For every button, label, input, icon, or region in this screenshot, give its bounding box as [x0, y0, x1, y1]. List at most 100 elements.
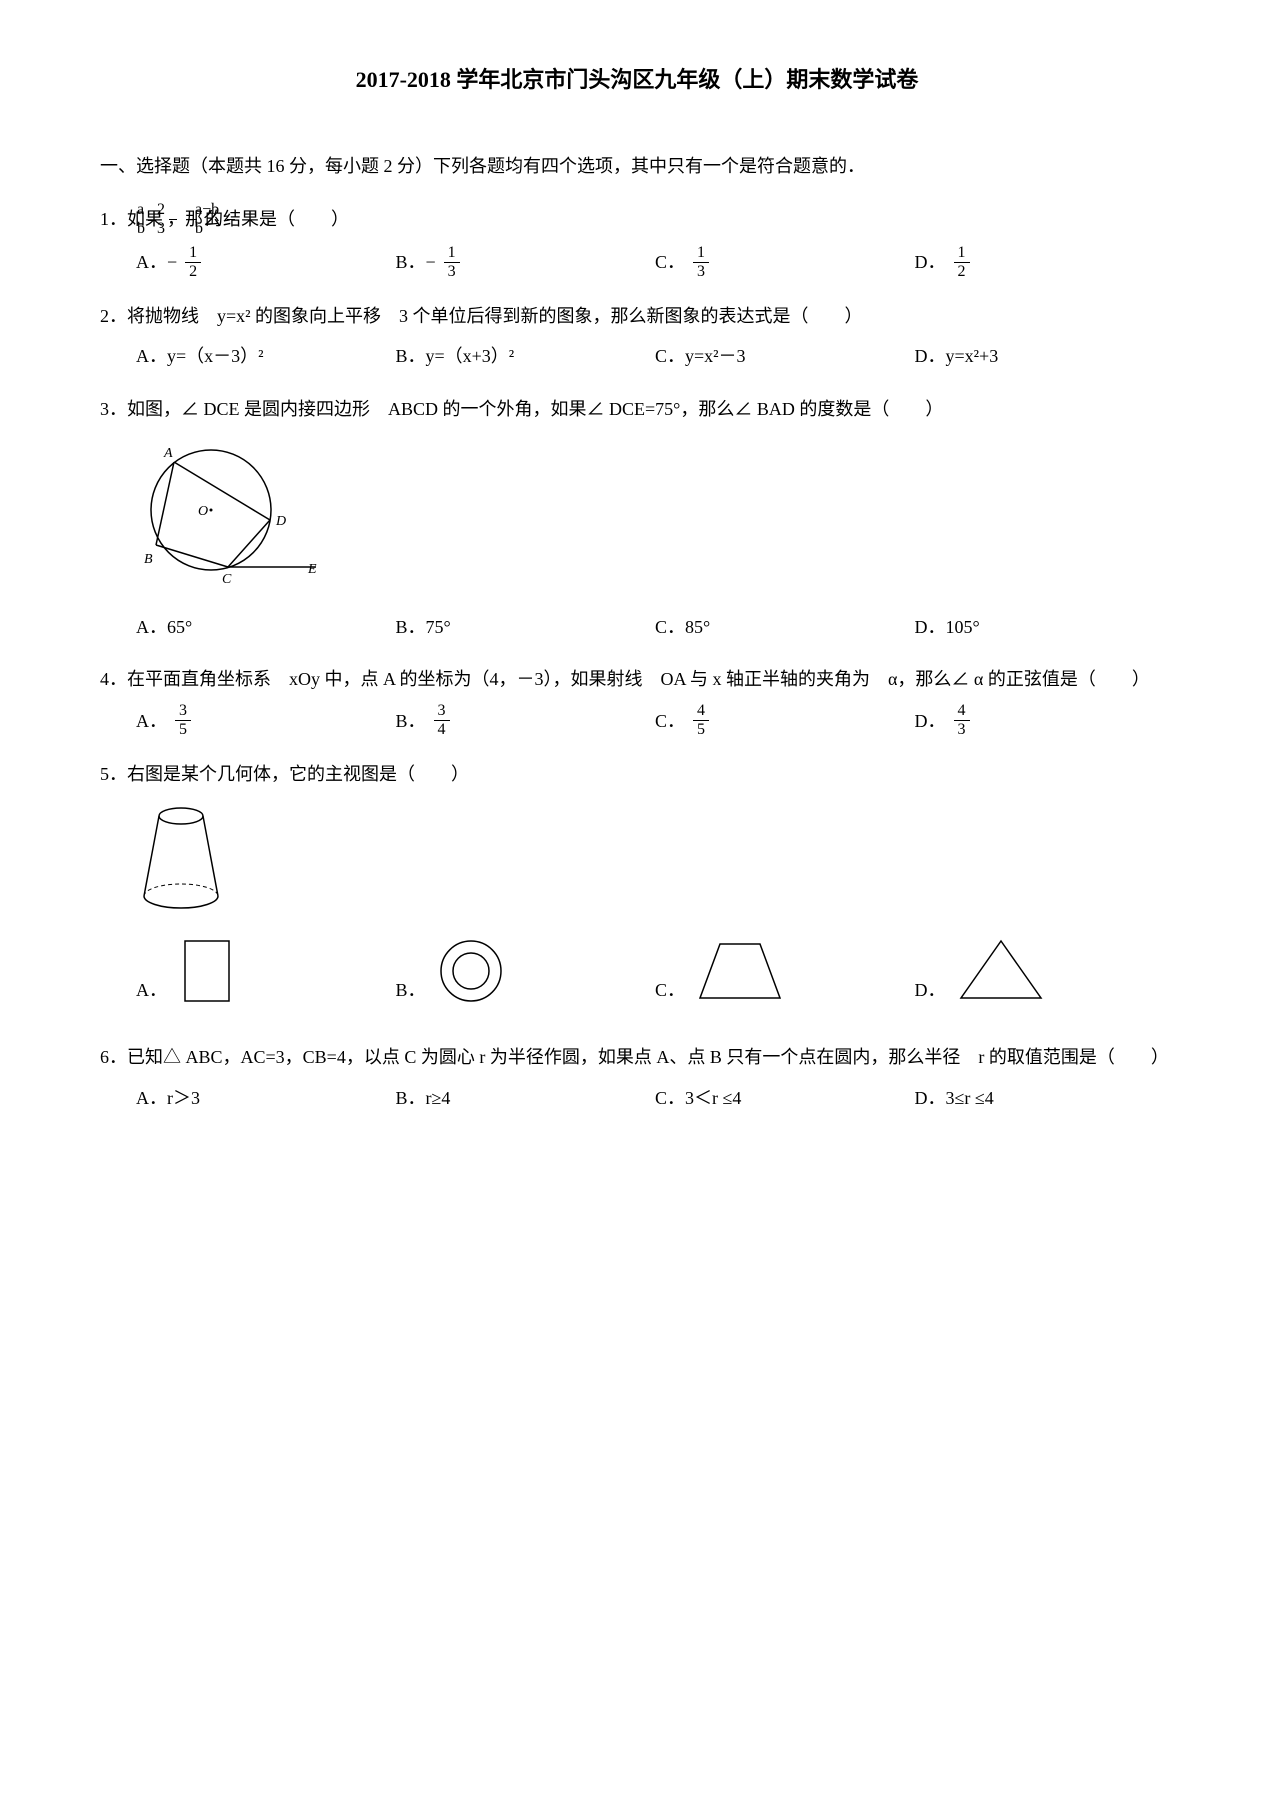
opt-text: D．105° [915, 611, 980, 643]
frac-num: 1 [693, 245, 709, 263]
opt-text: D．3≤r ≤4 [915, 1082, 994, 1114]
q1-option-c: C． 1 3 [655, 245, 915, 280]
opt-frac: 3 4 [434, 703, 450, 738]
q5-options: A． B． C． D． [100, 936, 1174, 1006]
opt-label: A． [136, 705, 167, 737]
frac-den: 2 [954, 263, 970, 280]
frac-num: 4 [954, 703, 970, 721]
opt-frac: 1 2 [185, 245, 201, 280]
q6-option-d: D．3≤r ≤4 [915, 1082, 1175, 1114]
opt-text: C．85° [655, 611, 710, 643]
triangle-icon [956, 936, 1046, 1006]
opt-frac: 4 3 [954, 703, 970, 738]
opt-text: C．3＜r ≤4 [655, 1082, 741, 1114]
opt-label: B． [396, 974, 426, 1006]
frac-num: 1 [185, 245, 201, 263]
opt-text: A．65° [136, 611, 192, 643]
q6-options: A．r＞3 B．r≥4 C．3＜r ≤4 D．3≤r ≤4 [100, 1082, 1174, 1114]
frac-num: 1 [444, 245, 460, 263]
q5-option-d: D． [915, 936, 1175, 1006]
q6-option-c: C．3＜r ≤4 [655, 1082, 915, 1114]
q5-stem: 5．右图是某个几何体，它的主视图是（ ） [100, 758, 1174, 790]
q2-option-b: B．y=（x+3）² [396, 340, 656, 372]
label-E: E [307, 562, 317, 577]
opt-frac: 1 3 [444, 245, 460, 280]
q2-option-d: D．y=x²+3 [915, 340, 1175, 372]
q4-stem: 4．在平面直角坐标系 xOy 中，点 A 的坐标为（4，－3），如果射线 OA … [100, 663, 1174, 695]
opt-label: D． [915, 246, 946, 278]
frac-num: 1 [954, 245, 970, 263]
opt-frac: 3 5 [175, 703, 191, 738]
frac-den: 3 [444, 263, 460, 280]
section-1-header: 一、选择题（本题共 16 分，每小题 2 分）下列各题均有四个选项，其中只有一个… [100, 150, 1174, 182]
frac-den: 4 [434, 721, 450, 738]
q5-option-b: B． [396, 936, 656, 1006]
opt-label: A． [136, 974, 167, 1006]
opt-text: A．r＞3 [136, 1082, 200, 1114]
label-O: O [198, 504, 208, 519]
trapezoid-icon [695, 936, 785, 1006]
opt-label: D． [915, 974, 946, 1006]
q3-option-c: C．85° [655, 611, 915, 643]
label-D: D [275, 514, 286, 529]
q6-option-b: B．r≥4 [396, 1082, 656, 1114]
q2-option-a: A．y=（x－3）² [136, 340, 396, 372]
q3-option-d: D．105° [915, 611, 1175, 643]
frac-den: 5 [693, 721, 709, 738]
q3-options: A．65° B．75° C．85° D．105° [100, 611, 1174, 643]
opt-label: D． [915, 705, 946, 737]
frac-den: 5 [175, 721, 191, 738]
opt-label: C． [655, 246, 685, 278]
q2-stem: 2．将抛物线 y=x² 的图象向上平移 3 个单位后得到新的图象，那么新图象的表… [100, 300, 1174, 332]
question-2: 2．将抛物线 y=x² 的图象向上平移 3 个单位后得到新的图象，那么新图象的表… [100, 300, 1174, 373]
q4-option-b: B． 3 4 [396, 703, 656, 738]
q3-stem: 3．如图，∠ DCE 是圆内接四边形 ABCD 的一个外角，如果∠ DCE=75… [100, 393, 1174, 425]
frustum-icon [136, 801, 226, 911]
opt-label: C． [655, 974, 685, 1006]
opt-label: A．− [136, 246, 177, 278]
frac-num: 3 [175, 703, 191, 721]
frac-den: 3 [693, 263, 709, 280]
q5-option-a: A． [136, 936, 396, 1006]
question-4: 4．在平面直角坐标系 xOy 中，点 A 的坐标为（4，－3），如果射线 OA … [100, 663, 1174, 738]
q6-stem: 6．已知△ ABC，AC=3，CB=4，以点 C 为圆心 r 为半径作圆，如果点… [100, 1041, 1174, 1073]
frac-num: 3 [434, 703, 450, 721]
opt-text: C．y=x²－3 [655, 340, 746, 372]
question-1: 1．如果 a b = 2 3 ，那么 a−b b 的结果是（ ） A．− 1 2… [100, 202, 1174, 280]
opt-frac: 4 5 [693, 703, 709, 738]
opt-frac: 1 3 [693, 245, 709, 280]
opt-label: B．− [396, 246, 436, 278]
q3-option-b: B．75° [396, 611, 656, 643]
opt-text: B．y=（x+3）² [396, 340, 515, 372]
q5-option-c: C． [655, 936, 915, 1006]
opt-label: C． [655, 705, 685, 737]
opt-text: B．75° [396, 611, 451, 643]
q4-option-c: C． 4 5 [655, 703, 915, 738]
q1-options: A．− 1 2 B．− 1 3 C． 1 3 D． 1 2 [100, 245, 1174, 280]
q4-option-d: D． 4 3 [915, 703, 1175, 738]
q6-option-a: A．r＞3 [136, 1082, 396, 1114]
frac-num: 4 [693, 703, 709, 721]
q1-stem: 1．如果 a b = 2 3 ，那么 a−b b 的结果是（ ） [100, 202, 1174, 237]
opt-frac: 1 2 [954, 245, 970, 280]
q4-option-a: A． 3 5 [136, 703, 396, 738]
opt-text: A．y=（x－3）² [136, 340, 264, 372]
label-B: B [144, 552, 153, 567]
q2-option-c: C．y=x²－3 [655, 340, 915, 372]
opt-text: D．y=x²+3 [915, 340, 999, 372]
opt-text: B．r≥4 [396, 1082, 451, 1114]
label-A: A [163, 446, 173, 461]
circle-diagram-icon: O A D B C E [136, 435, 326, 585]
label-C: C [222, 572, 232, 585]
q3-diagram: O A D B C E [136, 435, 1174, 595]
exam-title: 2017-2018 学年北京市门头沟区九年级（上）期末数学试卷 [100, 60, 1174, 100]
opt-label: B． [396, 705, 426, 737]
q4-options: A． 3 5 B． 3 4 C． 4 5 D． 4 3 [100, 703, 1174, 738]
q1-option-b: B．− 1 3 [396, 245, 656, 280]
q1-option-d: D． 1 2 [915, 245, 1175, 280]
q3-option-a: A．65° [136, 611, 396, 643]
q2-options: A．y=（x－3）² B．y=（x+3）² C．y=x²－3 D．y=x²+3 [100, 340, 1174, 372]
q1-suffix: 的结果是（ ） [241, 203, 349, 235]
ring-icon [436, 936, 506, 1006]
question-6: 6．已知△ ABC，AC=3，CB=4，以点 C 为圆心 r 为半径作圆，如果点… [100, 1041, 1174, 1114]
